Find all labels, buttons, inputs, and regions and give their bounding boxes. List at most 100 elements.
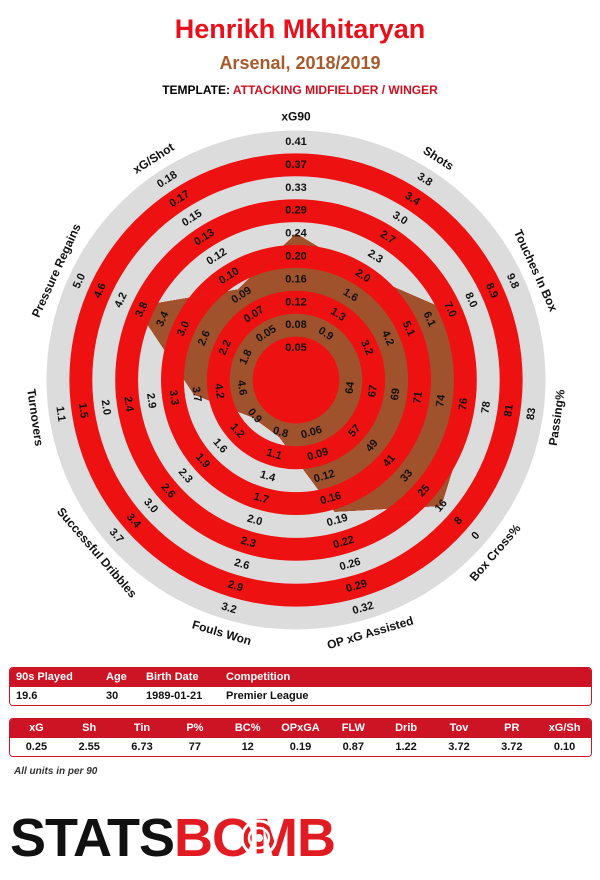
tick-label: 69 [389,387,403,401]
tick-label: 1.5 [76,402,90,419]
tick-label: 71 [411,391,425,405]
tick-label: 0.24 [285,228,307,240]
tick-label: 0.09 [306,446,330,464]
tick-label: 0.29 [345,578,369,596]
tick-label: 9.8 [504,272,521,291]
stats-header-cell: xG [29,722,44,734]
tick-label: 83 [525,407,539,421]
stats-header-cell: Tov [449,722,469,734]
tick-label: 1.7 [252,491,270,507]
footnote: All units in per 90 [14,766,98,777]
stats-value-cell: 3.72 [448,741,470,753]
template-value: ATTACKING MIDFIELDER / WINGER [232,83,438,97]
stats-header-cell: Drib [395,722,418,734]
stats-value-cell: 6.73 [131,741,153,753]
tick-label: 3.7 [189,386,203,403]
tick-label: 4.2 [112,291,129,310]
tick-label: 0.05 [285,342,306,354]
polygon-center [275,359,317,401]
stats-header-cell: Tin [133,722,151,734]
team-season: Arsenal, 2018/2019 [219,53,381,73]
statsbomb-logo: STATSBOMB [10,808,336,868]
info-table-header: 90s Played Age Birth Date Competition [10,668,591,687]
tick-label: 0.16 [285,273,306,285]
tick-label: 2.6 [196,329,213,348]
tick-label: 2.0 [99,399,113,416]
stats-value-cell: 0.19 [289,741,312,753]
tick-label: 0.41 [285,136,306,148]
stats-header-cell: xG/Sh [548,722,581,734]
stats-header-cell: FLW [341,722,365,734]
stats-value-cell: 1.22 [395,741,417,753]
tick-label: 78 [479,400,493,414]
info-header-cell: Birth Date [146,671,199,683]
info-value-cell: Premier League [226,690,309,702]
tick-label: 2.3 [239,535,257,551]
tick-label: 2.9 [144,392,158,409]
tick-label: 1.1 [265,447,283,463]
info-header-cell: Competition [226,671,291,683]
tick-label: 0.12 [285,296,306,308]
stats-table: xG Sh Tin P% BC% OPxGA FLW Drib Tov PR xG/Sh 0.25 2… [9,718,592,757]
tick-label: 5.0 [71,272,88,291]
stats-value-cell: 0.25 [25,741,48,753]
tick-label: 81 [502,404,516,418]
template-label: TEMPLATE: [162,83,230,97]
stats-header-cell: Sh [82,722,97,734]
axis-label: Passing% [546,388,568,446]
tick-label: 0.06 [300,424,324,442]
tick-label: 5.1 [400,319,417,338]
tick-label: 0.37 [285,159,306,171]
tick-label: 74 [434,393,448,408]
tick-label: 0.22 [332,534,356,552]
stats-value-cell: 3.72 [501,741,523,753]
tick-label: 0.20 [285,250,306,262]
tick-label: 3.2 [358,338,375,357]
player-name: Henrikh Mkhitaryan [174,14,426,44]
stats-table-header: xG Sh Tin P% BC% OPxGA FLW Drib Tov PR xG/Sh [10,719,591,738]
info-header-cell: 90s Played [16,671,73,683]
tick-label: 4.2 [212,383,226,400]
tick-label: 6.1 [421,310,438,329]
template-line: TEMPLATE: ATTACKING MIDFIELDER / WINGER [0,83,600,97]
axis-label: Turnovers [24,388,46,448]
tick-label: 0.16 [319,490,343,508]
info-value-cell: 19.6 [16,690,38,702]
tick-label: 1.8 [237,348,254,367]
tick-label: 2.6 [233,557,251,573]
tick-label: 64 [343,380,357,395]
tick-label: 0.8 [271,425,289,441]
tick-label: 0.29 [285,205,306,217]
tick-label: 2.2 [217,338,234,357]
stats-value-cell: 0.87 [342,741,364,753]
info-table-row: 19.6 30 1989-01-21 Premier League [10,687,591,705]
logo-part-stats: STATS [10,808,175,868]
tick-label: 0.33 [285,182,306,194]
info-table: 90s Played Age Birth Date Competition 19… [9,667,592,706]
tick-label: 3.3 [167,389,181,406]
tick-label: 67 [366,384,380,398]
info-value-cell: 1989-01-21 [146,690,203,702]
tick-label: 0.19 [325,512,349,530]
tick-label: 76 [457,397,471,411]
tick-label: 2.4 [121,396,135,414]
axis-label: xG90 [281,110,311,124]
stats-value-cell: 77 [188,741,202,753]
tick-label: 0.12 [312,468,336,486]
tick-label: 2.9 [226,578,244,594]
tick-label: 1.1 [53,405,67,422]
tick-label: 7.0 [441,300,458,319]
stats-value-cell: 2.55 [78,741,100,753]
tick-label: 8.0 [462,291,479,310]
stats-header-cell: PR [504,722,520,734]
radar-chart: 0.05 0.08 0.12 0.16 0.20 0.24 0.29 0.33 0.37 0.41… [24,110,568,650]
tick-label: 2.0 [246,513,264,529]
stats-header-cell: P% [186,722,204,734]
tick-label: 4.6 [235,379,249,396]
stats-value-cell: 12 [241,741,254,753]
tick-label: 3.2 [220,600,238,616]
tick-label: 0.08 [285,319,306,331]
stats-value-cell: 0.10 [553,741,576,753]
target-icon [240,819,278,857]
tick-label: 4.2 [379,329,396,348]
